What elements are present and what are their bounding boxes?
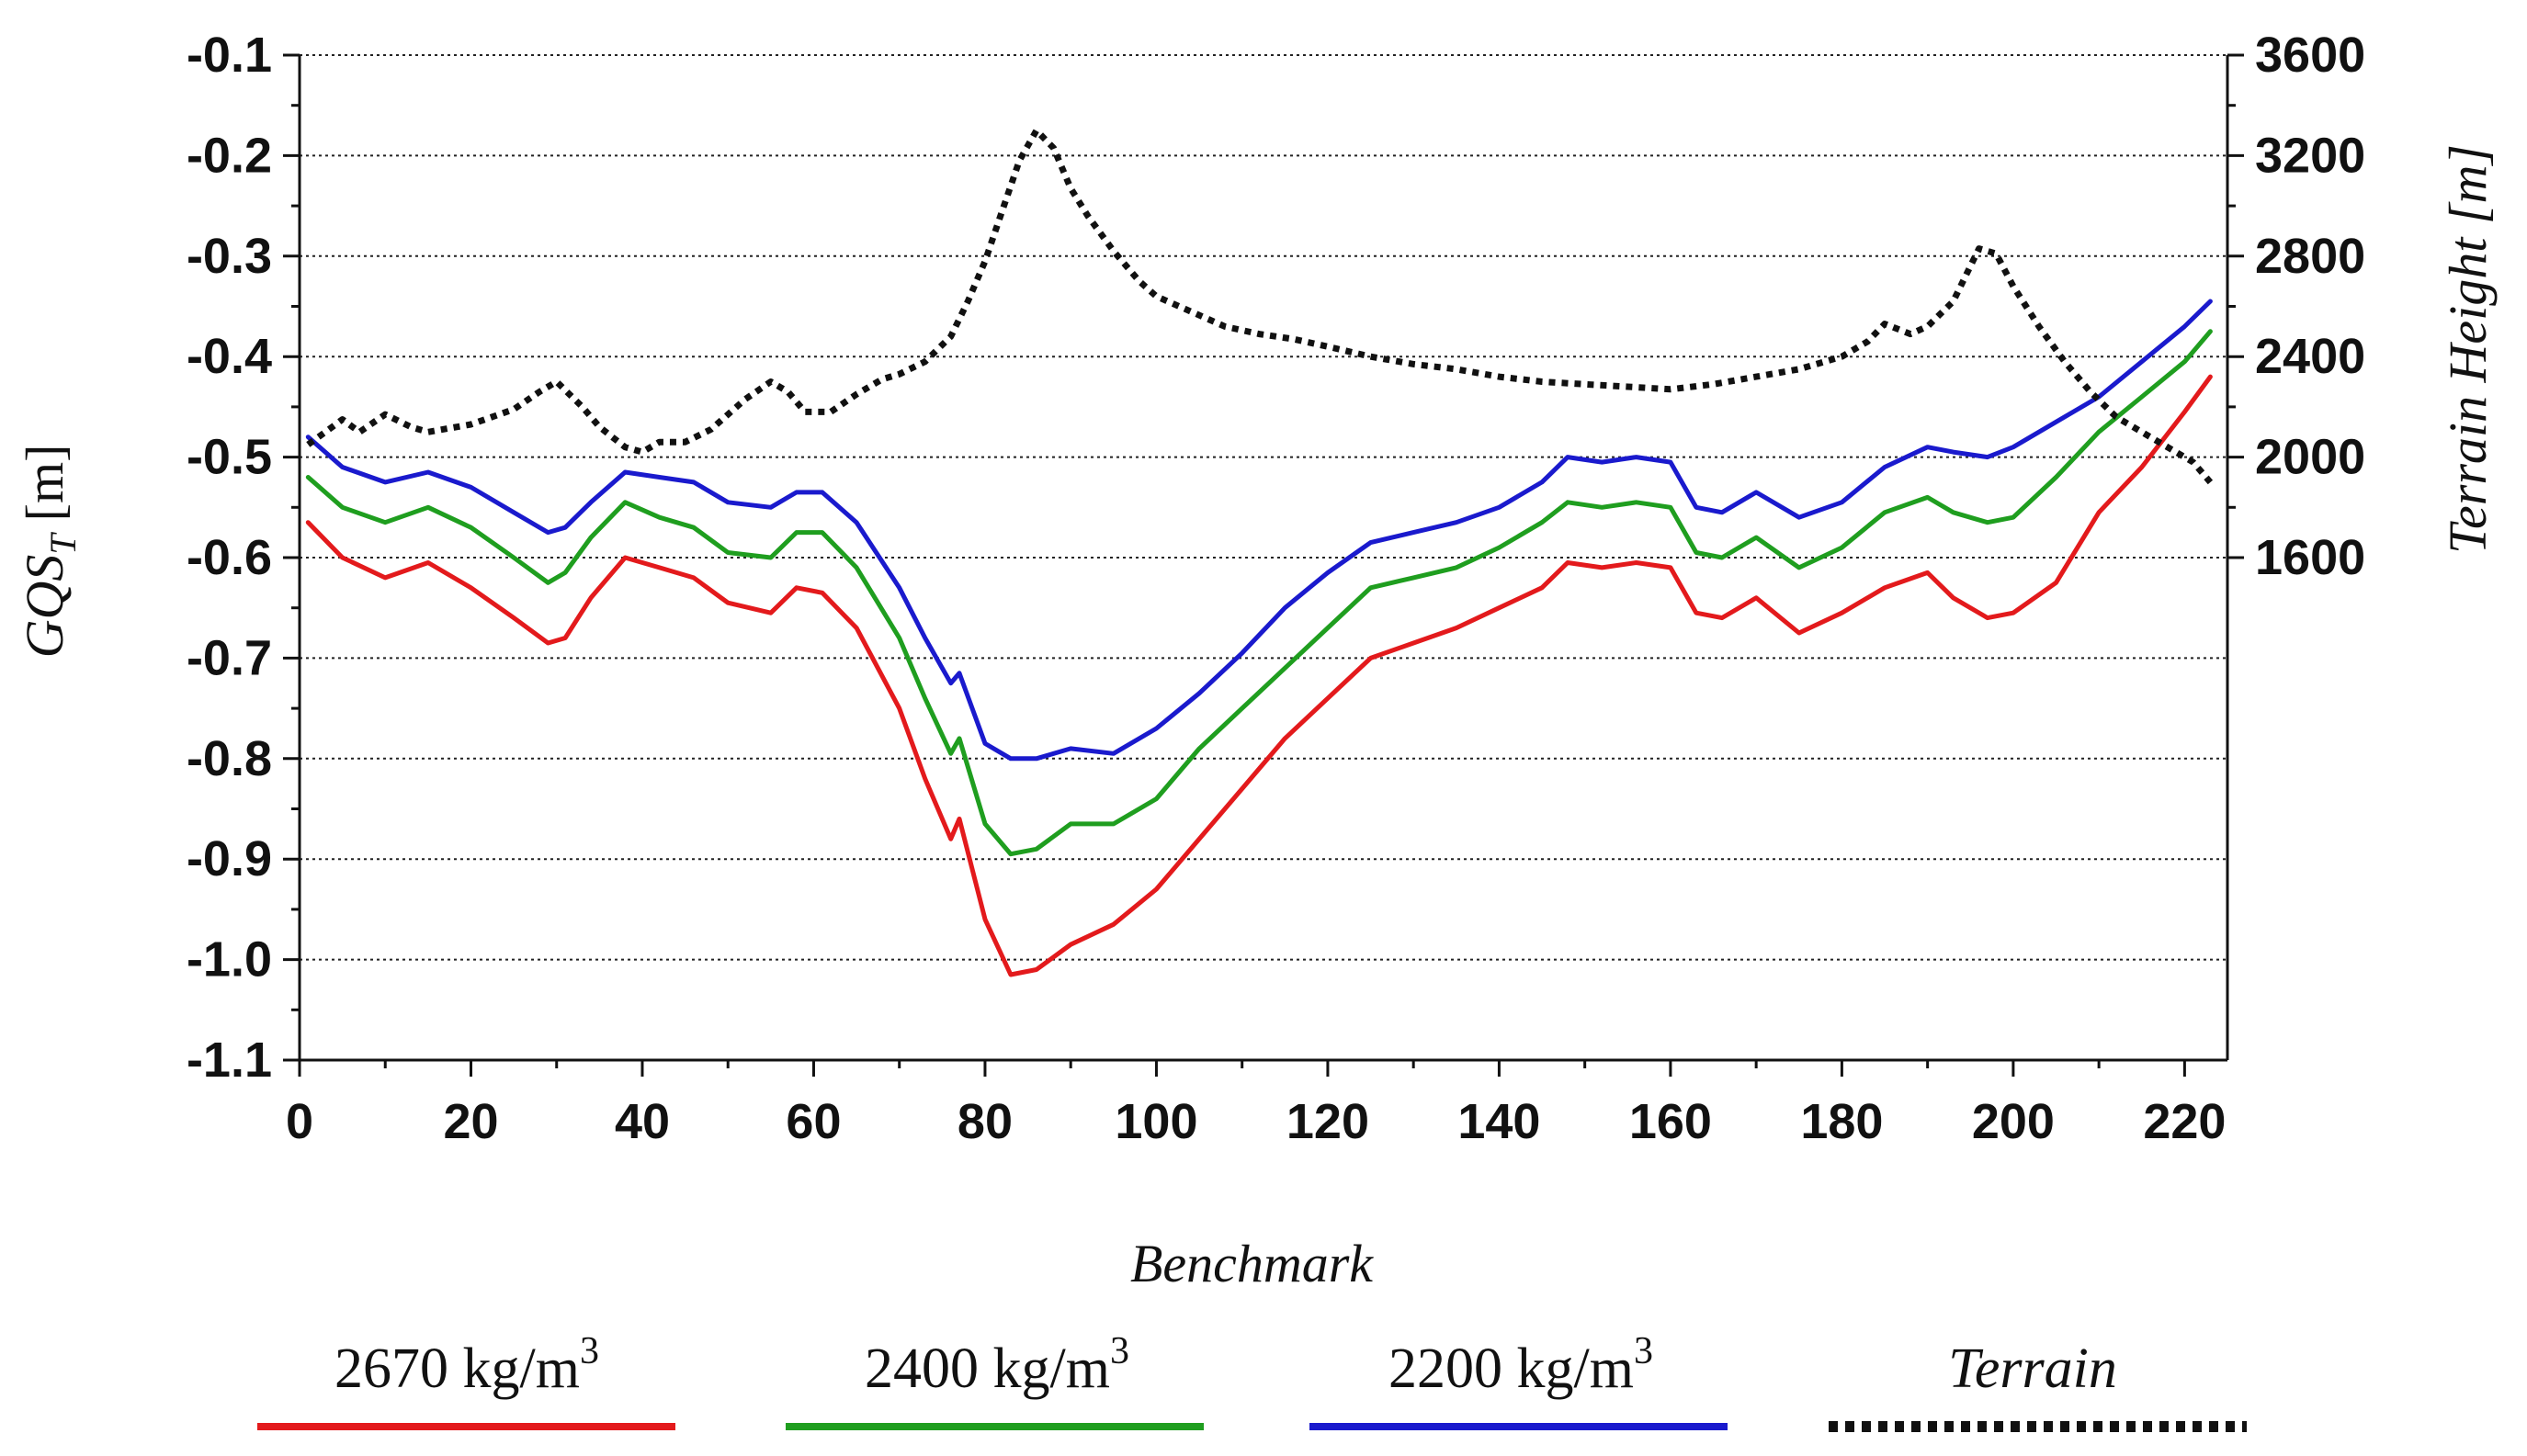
- legend-label-2200: 2200 kg/m3: [1388, 1330, 1653, 1400]
- y-axis-left-title-main: GQS: [15, 555, 74, 659]
- x-tick-label: 160: [1629, 1094, 1712, 1149]
- y-axis-left-title-unit: [m]: [15, 445, 74, 522]
- y-tick-label: -0.7: [187, 630, 272, 685]
- x-tick-label: 100: [1115, 1094, 1197, 1149]
- y-axis-right-title: Terrain Height [m]: [2438, 144, 2498, 554]
- series-line-2200-kg-m: [305, 299, 2213, 762]
- legend-item-2200: 2200 kg/m3: [1309, 1330, 1728, 1430]
- x-tick-label: 0: [286, 1094, 313, 1149]
- x-axis-title: Benchmark: [1130, 1234, 1374, 1293]
- y-tick-label: -0.3: [187, 229, 272, 284]
- y-tick-label: -0.9: [187, 831, 272, 886]
- axes: [298, 55, 2229, 1062]
- y-axis-left-title: GQST [m]: [15, 445, 84, 659]
- y-tick-label: -0.8: [187, 731, 272, 786]
- x-tick-label: 40: [615, 1094, 670, 1149]
- legend-label-2400-sup: 3: [1110, 1330, 1129, 1372]
- y-tick-label: -1.0: [187, 932, 272, 988]
- grid-lines: [300, 54, 2227, 1061]
- y-tick-label: -0.5: [187, 430, 272, 485]
- legend-label-2400-base: 2400 kg/m: [865, 1337, 1110, 1400]
- legend: 2670 kg/m3 2400 kg/m3 2200 kg/m3 Terrain: [257, 1330, 2247, 1432]
- y2-tick-label: 2000: [2255, 430, 2365, 485]
- x-tick-label: 60: [786, 1094, 841, 1149]
- x-axis-ticks: 0 20 40 60 80 100 120 140 160 180 200 220: [286, 1060, 2226, 1149]
- y2-tick-label: 3200: [2255, 128, 2365, 183]
- y-axis-left-ticks: -0.1 -0.2 -0.3 -0.4 -0.5 -0.6 -0.7 -0.8 -0.9 -1.0…: [187, 28, 300, 1088]
- y-tick-label: -0.6: [187, 530, 272, 585]
- legend-item-terrain: Terrain: [1829, 1337, 2247, 1432]
- legend-item-2400: 2400 kg/m3: [786, 1330, 1204, 1430]
- legend-item-2670: 2670 kg/m3: [257, 1330, 675, 1430]
- y-axis-left-title-sub: T: [42, 532, 84, 555]
- series-line-2670-kg-m: [305, 374, 2213, 977]
- y-tick-label: -0.4: [187, 329, 272, 384]
- y-tick-label: -0.2: [187, 128, 272, 183]
- x-tick-label: 180: [1800, 1094, 1883, 1149]
- x-tick-label: 80: [958, 1094, 1013, 1149]
- y2-tick-label: 2400: [2255, 329, 2365, 384]
- legend-label-2200-base: 2200 kg/m: [1388, 1337, 1634, 1400]
- x-tick-label: 140: [1457, 1094, 1540, 1149]
- y-axis-right-ticks: 3600 3200 2800 2400 2000 1600: [2227, 28, 2365, 585]
- y2-tick-label: 2800: [2255, 229, 2365, 284]
- y2-tick-label: 1600: [2255, 530, 2365, 585]
- series-line-terrain: [306, 127, 2214, 485]
- legend-label-2670-sup: 3: [580, 1330, 599, 1372]
- legend-label-2670: 2670 kg/m3: [334, 1330, 599, 1400]
- legend-label-2200-sup: 3: [1634, 1330, 1653, 1372]
- x-tick-label: 220: [2143, 1094, 2226, 1149]
- x-tick-label: 120: [1286, 1094, 1369, 1149]
- x-tick-label: 20: [443, 1094, 498, 1149]
- legend-label-terrain: Terrain: [1948, 1337, 2117, 1400]
- legend-label-2400: 2400 kg/m3: [865, 1330, 1129, 1400]
- legend-label-2670-base: 2670 kg/m: [334, 1337, 580, 1400]
- y2-tick-label: 3600: [2255, 28, 2365, 83]
- series-layer: [305, 127, 2214, 977]
- y-tick-label: -0.1: [187, 28, 272, 83]
- series-line-2400-kg-m: [305, 329, 2213, 857]
- y-tick-label: -1.1: [187, 1033, 272, 1088]
- x-tick-label: 200: [1972, 1094, 2055, 1149]
